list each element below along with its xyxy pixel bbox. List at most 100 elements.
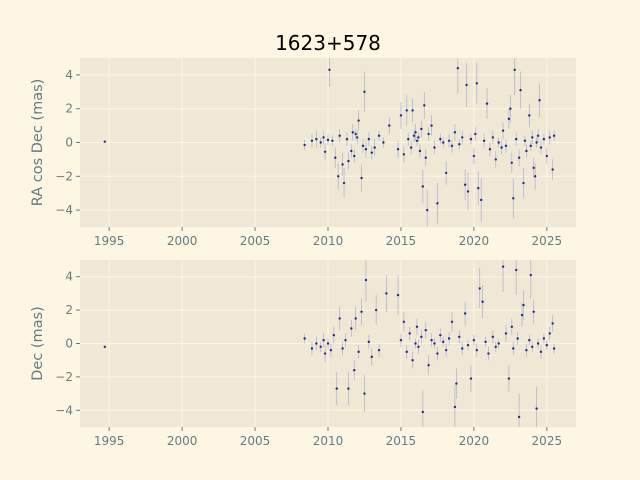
data-point (377, 134, 381, 137)
x-tick-label: 2015 (386, 434, 417, 448)
data-point (315, 342, 318, 345)
x-tick-label: 2010 (313, 234, 344, 248)
data-point (535, 407, 538, 410)
data-point (335, 387, 338, 390)
data-point (344, 338, 347, 342)
data-point (532, 310, 535, 313)
data-point (342, 181, 346, 185)
y-tick-label: 4 (65, 270, 73, 284)
data-point (341, 163, 344, 166)
data-point (539, 350, 543, 354)
data-point (545, 154, 549, 158)
data-point (450, 144, 454, 148)
data-point (388, 124, 391, 127)
data-point (357, 350, 360, 354)
data-point (472, 154, 476, 158)
data-point (542, 137, 546, 141)
data-point (436, 202, 439, 205)
data-point (475, 82, 478, 85)
data-point (417, 345, 420, 349)
data-point (323, 352, 327, 355)
data-point (345, 137, 349, 141)
data-point (367, 340, 371, 344)
data-point (364, 148, 368, 151)
data-point (421, 185, 425, 188)
data-point (353, 369, 356, 372)
data-point (551, 322, 554, 325)
data-point (439, 333, 442, 337)
data-point (453, 405, 457, 409)
data-point (414, 342, 417, 345)
data-point (326, 138, 330, 142)
data-point (354, 132, 357, 136)
data-point (415, 139, 419, 143)
data-point (542, 337, 546, 340)
data-point (407, 137, 410, 141)
data-point (519, 88, 522, 92)
data-point (516, 337, 519, 340)
data-point (350, 327, 353, 330)
data-point (433, 146, 436, 149)
data-point (310, 139, 314, 143)
data-point (478, 287, 481, 290)
data-point (529, 273, 532, 277)
data-point (510, 161, 514, 164)
data-point (337, 175, 340, 178)
data-point (360, 310, 363, 313)
data-point (523, 139, 527, 143)
data-point (444, 171, 448, 175)
data-point (402, 153, 406, 156)
data-point (370, 151, 373, 154)
data-point (405, 109, 408, 112)
data-point (377, 348, 381, 352)
data-point (338, 317, 341, 320)
data-point (415, 325, 419, 328)
data-point (466, 190, 470, 193)
data-point (463, 312, 467, 315)
data-point (514, 137, 518, 141)
data-point (510, 325, 514, 328)
y-tick-label: 2 (65, 102, 73, 116)
data-point (469, 377, 473, 380)
data-point (484, 340, 487, 344)
data-point (341, 347, 344, 350)
data-point (531, 136, 534, 139)
data-point (528, 338, 531, 342)
data-point (507, 117, 511, 121)
data-point (455, 382, 458, 385)
data-point (412, 134, 416, 137)
data-point (328, 68, 331, 72)
data-point (354, 317, 357, 320)
data-point (545, 343, 549, 347)
data-point (442, 141, 445, 144)
data-point (433, 342, 436, 345)
data-point (529, 144, 532, 148)
x-tick-label: 1995 (94, 234, 125, 248)
data-point (533, 175, 537, 178)
data-point (426, 208, 429, 212)
data-point (479, 198, 483, 202)
data-point (399, 114, 403, 117)
data-point (458, 142, 461, 146)
data-point (424, 328, 427, 332)
data-point (374, 308, 378, 312)
data-point (409, 146, 413, 149)
data-point (322, 338, 325, 342)
data-point (463, 183, 467, 186)
x-tick-label: 2020 (459, 234, 490, 248)
x-tick-label: 2005 (240, 234, 271, 248)
data-point (552, 134, 556, 137)
data-point (528, 114, 531, 117)
data-point (411, 359, 414, 362)
data-point (444, 348, 448, 352)
data-point (353, 154, 356, 158)
data-point (501, 265, 505, 268)
data-point (461, 347, 464, 350)
data-point (513, 68, 516, 72)
data-point (364, 278, 368, 282)
data-point (481, 300, 484, 303)
data-point (447, 337, 451, 340)
data-point (421, 410, 425, 414)
data-point (332, 333, 336, 337)
